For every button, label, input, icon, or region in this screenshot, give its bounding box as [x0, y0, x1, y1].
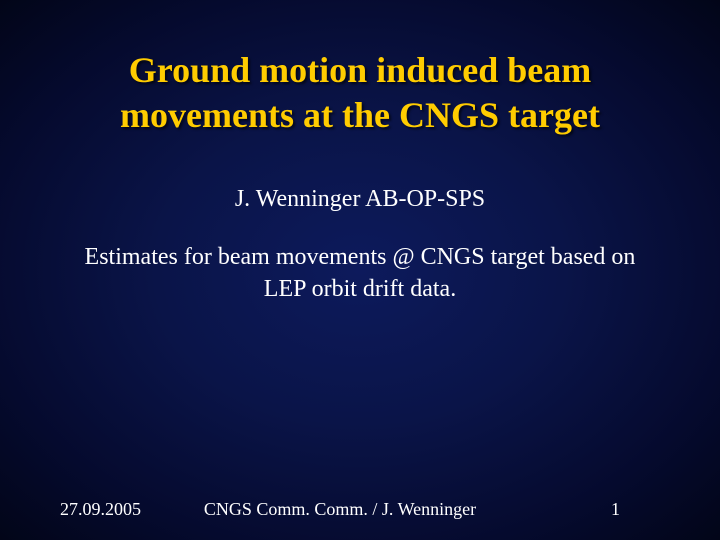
slide-footer: 27.09.2005 CNGS Comm. Comm. / J. Wenning… — [0, 499, 720, 520]
footer-date: 27.09.2005 — [60, 499, 200, 520]
footer-center: CNGS Comm. Comm. / J. Wenninger — [200, 499, 480, 520]
slide-author: J. Wenninger AB-OP-SPS — [60, 186, 660, 213]
slide-description: Estimates for beam movements @ CNGS targ… — [60, 241, 660, 306]
slide-title: Ground motion induced beam movements at … — [60, 48, 660, 138]
footer-page-number: 1 — [480, 499, 660, 520]
slide: Ground motion induced beam movements at … — [0, 0, 720, 540]
